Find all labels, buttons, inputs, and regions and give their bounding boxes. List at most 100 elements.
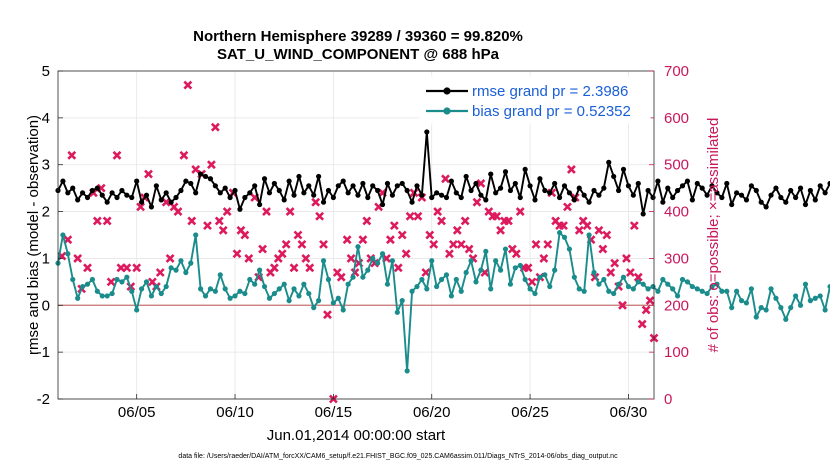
x-tick-label: 06/25: [511, 404, 549, 421]
rmse-point: [424, 129, 430, 135]
rmse-point: [207, 176, 214, 182]
obs-marker: [281, 239, 291, 249]
rmse-point: [768, 192, 774, 198]
obs-marker: [244, 254, 254, 263]
obs-marker: [73, 254, 83, 263]
bias-point: [812, 295, 818, 301]
rmse-point: [222, 185, 228, 191]
bias-point: [552, 267, 558, 273]
obs-marker: [448, 239, 458, 249]
obs-marker: [515, 207, 525, 216]
rmse-point: [635, 180, 641, 187]
rmse-point: [660, 199, 666, 205]
obs-marker: [106, 277, 116, 287]
data-file-footnote: data file: /Users/raeder/DAI/ATM_forcXX/…: [178, 453, 618, 460]
bias-point: [286, 298, 292, 304]
rmse-point: [493, 190, 499, 196]
rmse-point: [311, 192, 317, 198]
bias-point: [414, 283, 420, 290]
rmse-point: [812, 197, 818, 203]
bias-point: [434, 283, 440, 290]
rmse-point: [360, 180, 366, 187]
x-tick-label: 06/10: [216, 404, 254, 421]
bias-point: [601, 276, 607, 283]
y-right-tick-label: 700: [664, 63, 689, 80]
bias-point: [355, 244, 361, 250]
rmse-point: [729, 201, 735, 208]
bias-point: [399, 298, 405, 304]
bias-point: [793, 293, 799, 299]
bias-point: [675, 293, 681, 299]
rmse-point: [70, 185, 76, 191]
obs-marker: [362, 216, 372, 226]
chart-title-line1: Northern Hemisphere 39289 / 39360 = 99.8…: [193, 28, 523, 45]
bias-point: [448, 293, 454, 299]
obs-marker: [574, 225, 584, 235]
y-right-tick-label: 300: [664, 250, 689, 267]
legend-bias-label: bias grand pr = 0.52352: [472, 103, 631, 120]
rmse-point: [109, 190, 115, 196]
obs-marker: [445, 249, 454, 259]
rmse-point: [620, 166, 627, 172]
bias-point: [257, 267, 263, 273]
y-tick-label: -1: [37, 344, 50, 361]
bias-point: [719, 288, 725, 294]
obs-marker: [207, 160, 216, 170]
bias-point: [148, 293, 155, 299]
rmse-point: [738, 192, 745, 198]
bias-point: [724, 288, 730, 294]
obs-marker: [389, 221, 399, 231]
plot-frame: [57, 70, 655, 400]
rmse-point: [134, 178, 140, 184]
bias-point: [547, 283, 553, 290]
y-right-tick-label: 200: [664, 297, 689, 314]
bias-point: [611, 290, 617, 297]
rmse-point: [714, 190, 720, 196]
bias-point: [60, 232, 66, 238]
rmse-point: [443, 194, 450, 201]
bias-point: [242, 290, 248, 297]
rmse-point: [173, 194, 179, 201]
bias-point: [694, 286, 700, 292]
rmse-point: [655, 178, 661, 184]
rmse-point: [217, 190, 223, 196]
bias-point: [620, 274, 627, 280]
rmse-point: [743, 197, 750, 203]
obs-marker: [342, 235, 352, 245]
bias-point: [527, 286, 533, 292]
rmse-point: [734, 190, 740, 196]
obs-marker: [504, 216, 513, 226]
obs-marker: [622, 254, 631, 263]
bias-point: [591, 269, 597, 276]
bias-point: [138, 286, 145, 292]
bias-point: [404, 368, 410, 374]
obs-marker: [496, 225, 505, 235]
bias-point: [517, 262, 523, 269]
obs-marker: [492, 211, 502, 221]
rmse-point: [556, 194, 563, 201]
bias-point: [217, 272, 223, 278]
legend-bias-marker: [443, 107, 451, 115]
obs-marker: [346, 254, 356, 263]
bias-point: [699, 288, 705, 294]
obs-marker: [301, 254, 311, 263]
bias-point: [650, 283, 656, 290]
bias-point: [493, 258, 499, 264]
bias-point: [419, 276, 425, 283]
legend-rmse-label: rmse grand pr = 2.3986: [472, 83, 628, 100]
rmse-point: [75, 197, 81, 203]
bias-point: [783, 316, 789, 322]
bias-point: [129, 288, 135, 294]
obs-marker: [92, 216, 102, 226]
bias-point: [660, 276, 666, 283]
y-right-tick-label: 500: [664, 157, 689, 174]
rmse-point: [350, 183, 356, 189]
obs-marker: [315, 211, 325, 221]
rmse-point: [94, 185, 100, 191]
y-tick-label: 0: [42, 297, 50, 314]
y-axis-label: rmse and bias (model - observation): [25, 115, 42, 355]
obs-marker: [464, 244, 474, 254]
rmse-point: [384, 180, 391, 187]
obs-marker: [112, 150, 122, 160]
bias-point: [665, 281, 671, 287]
